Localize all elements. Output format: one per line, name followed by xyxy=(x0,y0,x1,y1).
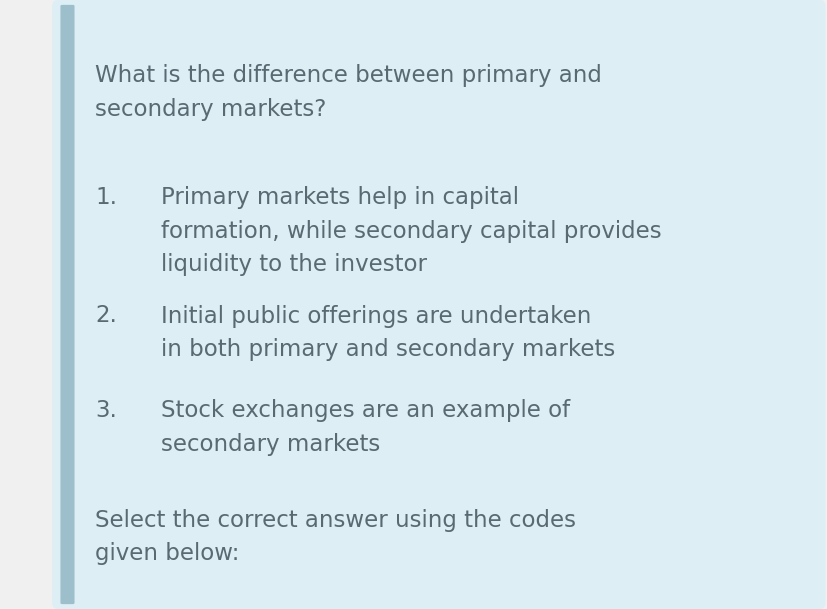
Text: 2.: 2. xyxy=(95,304,117,328)
FancyBboxPatch shape xyxy=(60,5,74,604)
Text: Initial public offerings are undertaken
in both primary and secondary markets: Initial public offerings are undertaken … xyxy=(161,304,615,361)
Text: 1.: 1. xyxy=(95,186,117,209)
Text: What is the difference between primary and
secondary markets?: What is the difference between primary a… xyxy=(95,64,601,121)
Text: 3.: 3. xyxy=(95,399,117,422)
Text: Select the correct answer using the codes
given below:: Select the correct answer using the code… xyxy=(95,509,576,565)
Text: Stock exchanges are an example of
secondary markets: Stock exchanges are an example of second… xyxy=(161,399,570,456)
Text: Primary markets help in capital
formation, while secondary capital provides
liqu: Primary markets help in capital formatio… xyxy=(161,186,662,276)
FancyBboxPatch shape xyxy=(52,0,825,609)
